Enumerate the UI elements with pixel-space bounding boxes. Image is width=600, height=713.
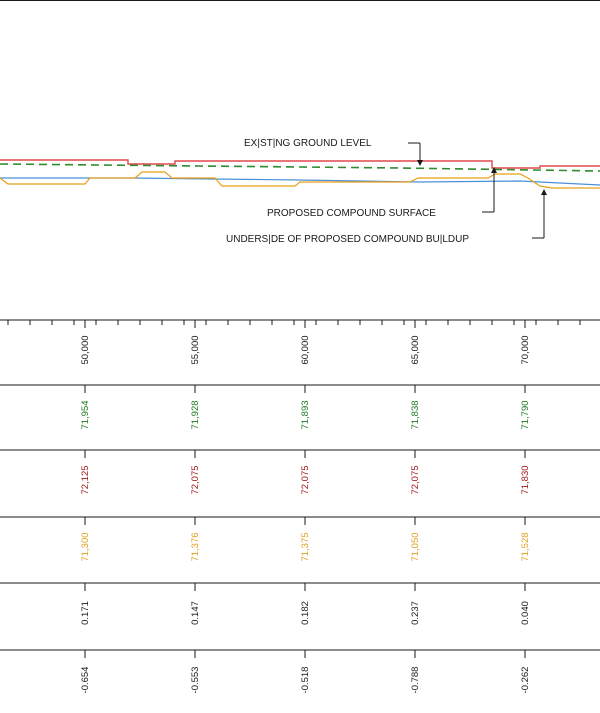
chainage-value: 70,000 xyxy=(520,335,531,364)
depth-value: 0.171 xyxy=(80,601,91,625)
proposed-surface-label: PROPOSED COMPOUND SURFACE xyxy=(267,208,436,219)
proposed-compound-surface-line xyxy=(0,159,600,169)
chainage-value: 55,000 xyxy=(190,335,201,364)
existing-ground-level-line xyxy=(0,163,600,172)
existing-level-value: 71,838 xyxy=(410,400,421,429)
proposed-level-value: 72,075 xyxy=(300,465,311,494)
proposed-level-value: 72,075 xyxy=(410,465,421,494)
proposed-level-value: 72,075 xyxy=(190,465,201,494)
depth-value: 0.040 xyxy=(520,601,531,625)
underside-level-value: 71,300 xyxy=(80,532,91,561)
tick-marks xyxy=(7,320,581,658)
underside-level-value: 71,528 xyxy=(520,532,531,561)
proposed-level-value: 72,125 xyxy=(80,465,91,494)
chainage-value: 60,000 xyxy=(300,335,311,364)
existing-level-value: 71,893 xyxy=(300,400,311,429)
chainage-value: 50,000 xyxy=(80,335,91,364)
existing-level-value: 71,954 xyxy=(80,400,91,429)
table-grid xyxy=(0,319,600,651)
proposed-level-value: 71,830 xyxy=(520,465,531,494)
underside-label: UNDERS|DE OF PROPOSED COMPOUND BU|LDUP xyxy=(226,234,469,245)
difference-value: -0.262 xyxy=(520,667,531,694)
depth-value: 0.147 xyxy=(190,601,201,625)
underside-buildup-line xyxy=(0,171,600,189)
existing-level-value: 71,928 xyxy=(190,400,201,429)
underside-level-value: 71,376 xyxy=(190,532,201,561)
depth-value: 0.182 xyxy=(300,601,311,625)
annotation-arrowheads xyxy=(417,160,547,195)
underside-level-value: 71,050 xyxy=(410,532,421,561)
depth-value: 0.237 xyxy=(410,601,421,625)
profile-lines xyxy=(0,159,600,189)
existing-level-value: 71,790 xyxy=(520,400,531,429)
chainage-value: 65,000 xyxy=(410,335,421,364)
difference-value: -0.553 xyxy=(190,667,201,694)
annotation-leaders xyxy=(408,142,545,239)
existing-ground-label: EX|ST|NG GROUND LEVEL xyxy=(244,138,372,149)
difference-value: -0.654 xyxy=(80,667,91,694)
difference-value: -0.788 xyxy=(410,667,421,694)
underside-arrowhead xyxy=(541,189,547,195)
proposed-surface-arrowhead xyxy=(491,167,497,173)
difference-value: -0.518 xyxy=(300,667,311,694)
value-cells: 50,000 55,000 60,000 65,000 70,000 71,954 71,9… xyxy=(80,335,531,693)
existing-ground-arrowhead xyxy=(417,160,423,166)
underside-level-value: 71,375 xyxy=(300,532,311,561)
